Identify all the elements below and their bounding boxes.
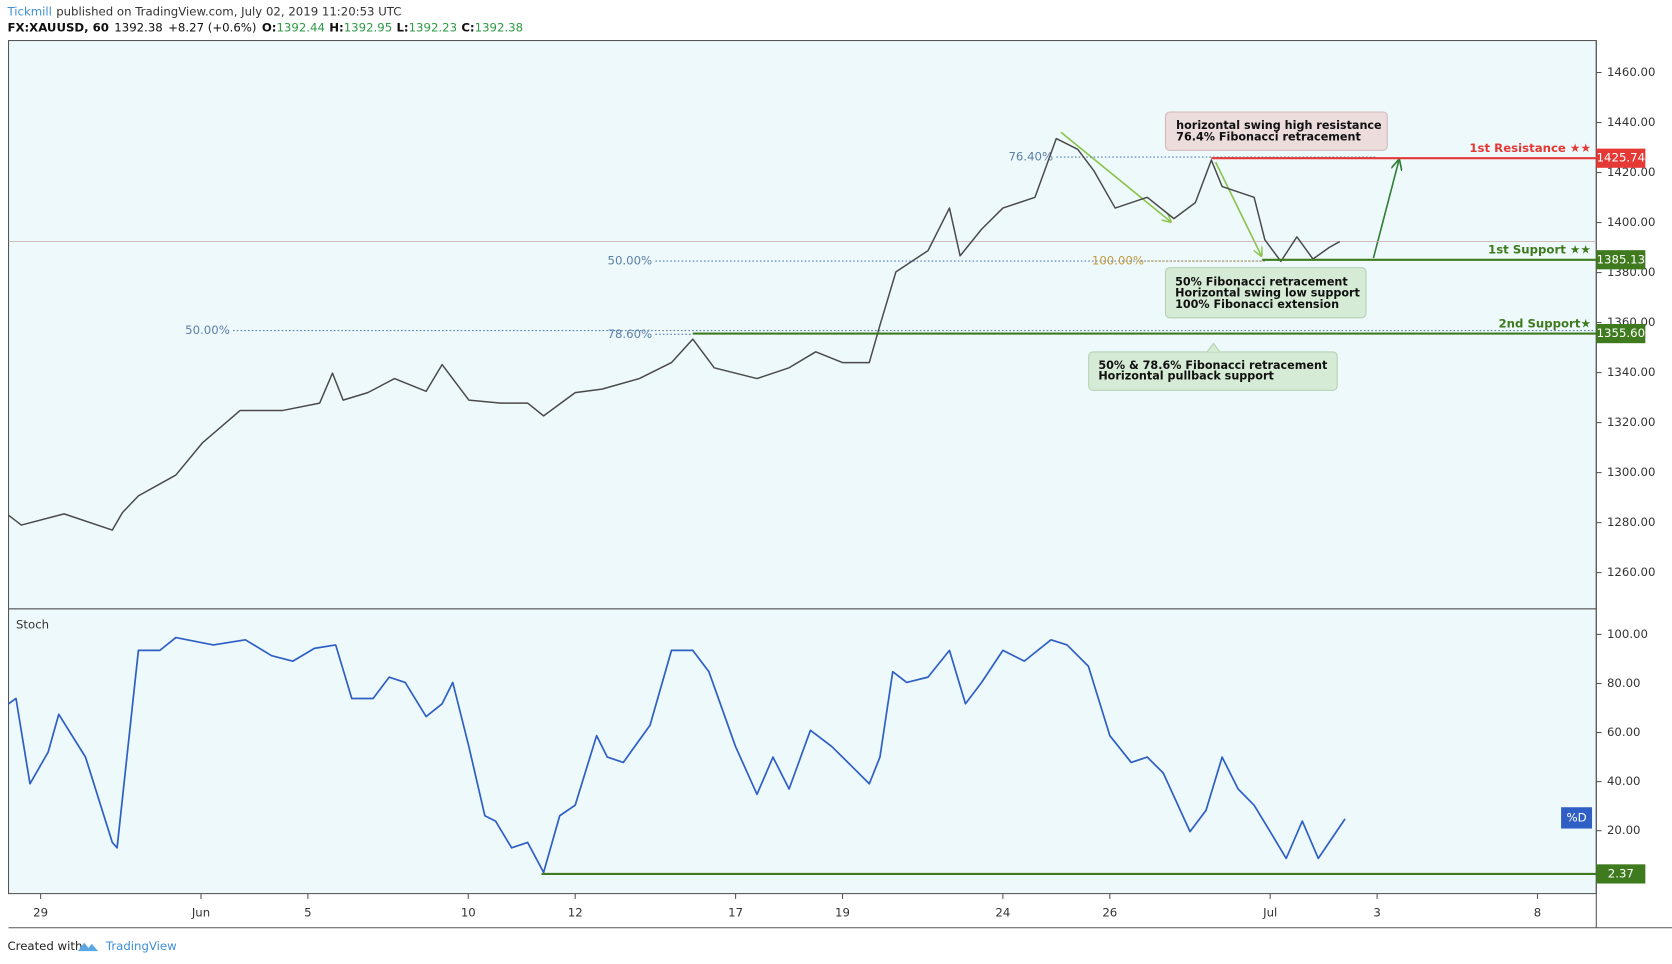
ohlc-value: 1392.23	[409, 20, 457, 34]
level-value-box	[1596, 250, 1646, 270]
ohlc-key: C:	[461, 20, 474, 34]
y-tick-label: 1460.00	[1607, 65, 1655, 79]
arrow	[1060, 131, 1171, 222]
fib-label: 50.00%	[608, 254, 653, 268]
y-tick-label: 1320.00	[1607, 415, 1655, 429]
x-tick-label: 17	[728, 905, 743, 919]
annotation-box	[1164, 111, 1388, 151]
y-tick-label: 1400.00	[1607, 215, 1655, 229]
annotation-text: horizontal swing high resistance	[1176, 119, 1382, 132]
x-tick-label: 3	[1373, 905, 1380, 919]
level-name: 1st Resistance ★★	[1469, 141, 1591, 155]
annotation-text: 100% Fibonacci extension	[1175, 298, 1339, 311]
ohlc-key: L:	[396, 20, 408, 34]
level-value: 2.37	[1608, 866, 1634, 880]
footer-brand: TradingView	[105, 938, 177, 952]
level-name: 1st Support ★★	[1488, 243, 1591, 257]
y-tick-label: 1420.00	[1607, 165, 1655, 179]
change: +8.27 (+0.6%)	[168, 20, 256, 34]
annotation: horizontal swing high resistance 76.4% F…	[1164, 111, 1388, 151]
fib-label: 76.40%	[1008, 150, 1053, 164]
symbol-line: FX:XAUUSD, 60 1392.38 +8.27 (+0.6%) O:1392.…	[7, 20, 523, 34]
published: published on TradingView.com, July 02, 2…	[56, 4, 401, 18]
author: Tickmill	[6, 4, 51, 18]
y-tick-label: 20.00	[1607, 823, 1641, 837]
ohlc-value: 1392.44	[276, 20, 324, 34]
legend-label: %D	[1566, 810, 1586, 824]
x-tick-label: 8	[1534, 905, 1541, 919]
x-tick-label: Jul	[1262, 905, 1277, 919]
y-tick-label: 60.00	[1607, 725, 1641, 739]
annotation: 50% & 78.6% Fibonacci retracement Horizo…	[1088, 342, 1338, 391]
legend-box	[1561, 807, 1593, 829]
x-tick-label: 29	[33, 905, 48, 919]
annotation-text: Horizontal swing low support	[1175, 286, 1360, 299]
pane-title: Stoch	[16, 617, 49, 631]
level-value-box	[1596, 323, 1646, 344]
x-tick-label: Jun	[191, 905, 210, 919]
y-tick-label: 1300.00	[1607, 465, 1655, 479]
x-tick-label: 12	[568, 905, 583, 919]
y-tick-label: 80.00	[1607, 676, 1641, 690]
level-value: 1425.74	[1597, 151, 1645, 165]
annotation-text: Horizontal pullback support	[1098, 369, 1274, 382]
x-tick-label: 19	[835, 905, 850, 919]
symbol: FX:XAUUSD, 60	[7, 20, 109, 34]
y-tick-label: 1340.00	[1607, 365, 1655, 379]
x-tick-label: 10	[461, 905, 476, 919]
fib-label: 78.60%	[608, 327, 653, 341]
fib-label: 100.00%	[1092, 254, 1144, 268]
brand-logo	[77, 942, 99, 952]
annotation-text: 50% & 78.6% Fibonacci retracement	[1098, 359, 1328, 372]
x-tick-label: 24	[995, 905, 1010, 919]
level-value-box	[1596, 148, 1646, 168]
ohlc-key: H:	[329, 20, 344, 34]
x-tick-label: 5	[304, 905, 311, 919]
annotation-text: 50% Fibonacci retracement	[1175, 276, 1348, 289]
level-value-box	[1596, 864, 1646, 884]
ohlc-key: O:	[262, 20, 277, 34]
footer-created: Created with	[7, 938, 82, 952]
fib-label: 50.00%	[185, 323, 230, 337]
footer: Created with TradingView	[7, 938, 177, 952]
annotation-box	[1164, 267, 1367, 319]
arrow	[1214, 161, 1262, 256]
ohlc-value: 1392.95	[344, 20, 392, 34]
header-line: Tickmill published on TradingView.com, Ju…	[6, 4, 401, 18]
y-tick-label: 1260.00	[1607, 565, 1655, 579]
level-value: 1355.60	[1597, 326, 1645, 340]
y-tick-label: 40.00	[1607, 774, 1641, 788]
x-tick-label: 26	[1102, 905, 1117, 919]
level-name: 2nd Support★	[1498, 316, 1590, 330]
annotation-text: 76.4% Fibonacci retracement	[1176, 131, 1361, 144]
y-tick-label: 1280.00	[1607, 515, 1655, 529]
ohlc-value: 1392.38	[475, 20, 523, 34]
series-line	[8, 636, 1346, 874]
legend: %D	[1561, 807, 1593, 829]
level-value: 1385.13	[1597, 252, 1645, 266]
annotation-pointer	[1206, 342, 1221, 353]
series-line	[8, 137, 1341, 531]
last: 1392.38	[114, 20, 162, 34]
y-tick-label: 1440.00	[1607, 115, 1655, 129]
annotation: 50% Fibonacci retracement Horizontal swi…	[1164, 267, 1367, 319]
y-tick-label: 100.00	[1607, 627, 1648, 641]
